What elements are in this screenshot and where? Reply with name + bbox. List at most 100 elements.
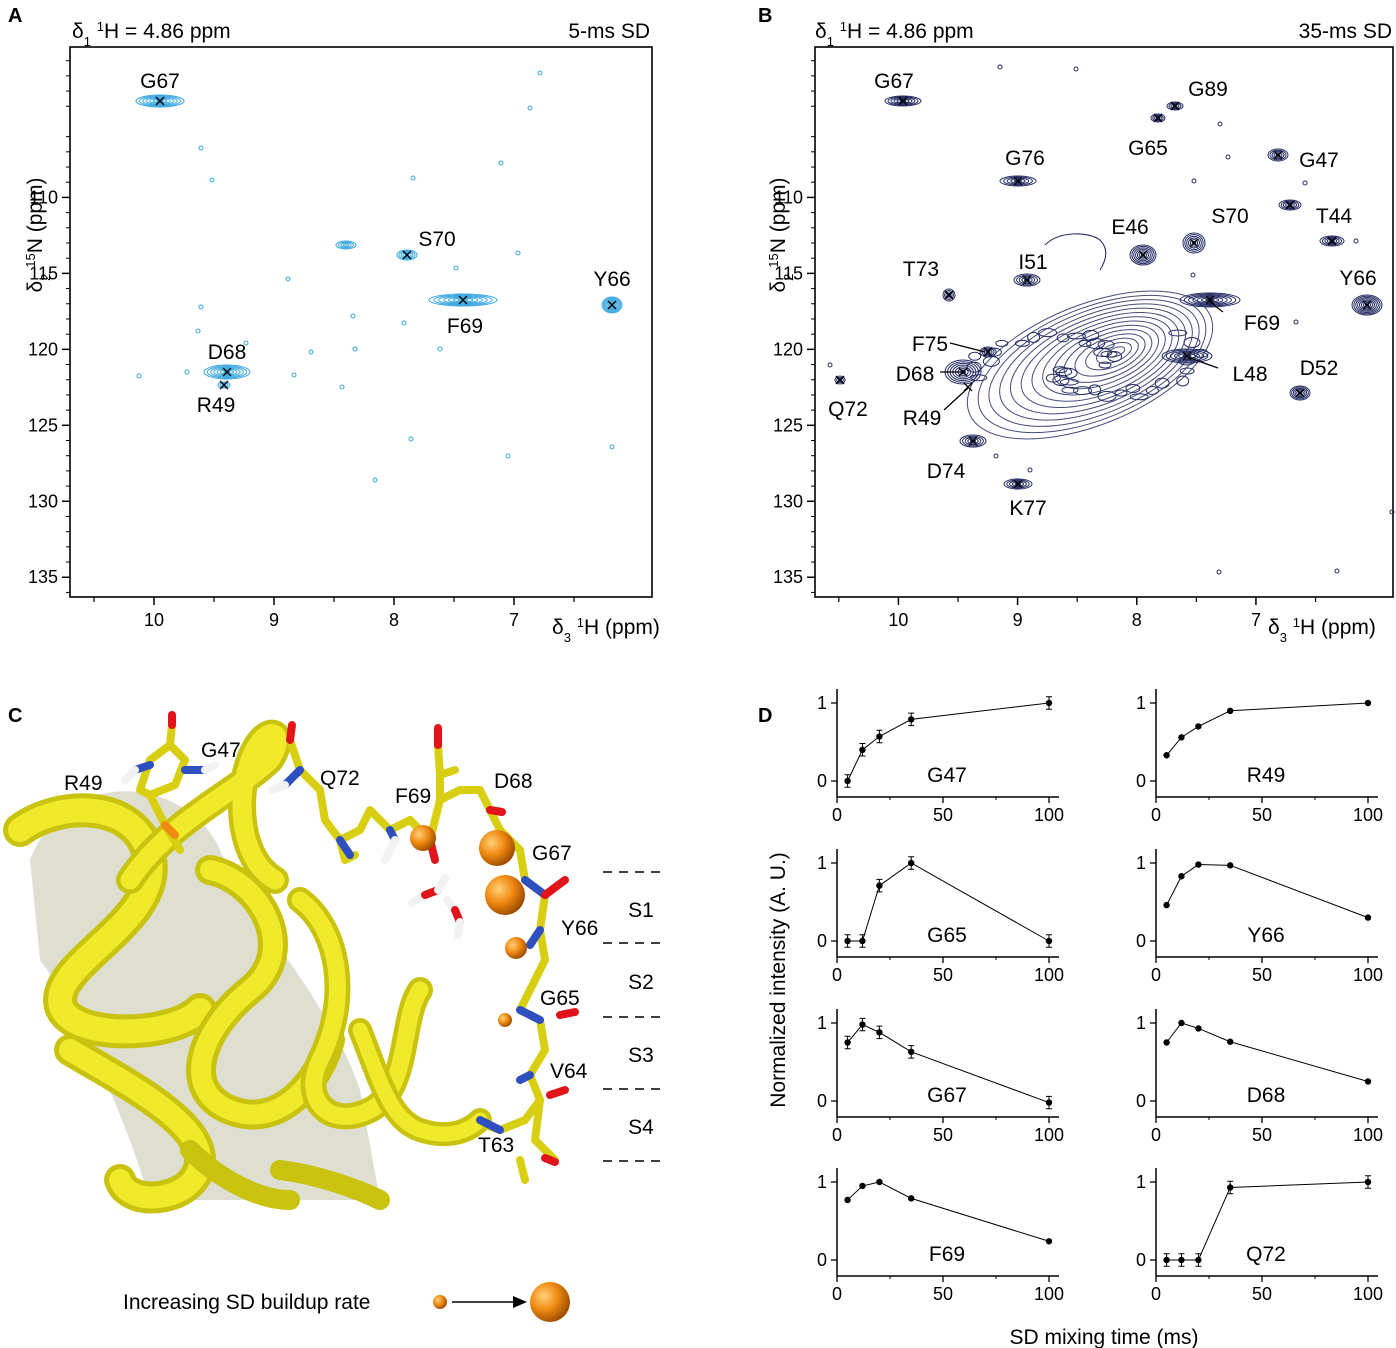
noise-contour bbox=[1216, 569, 1222, 575]
y-tick-label: 115 bbox=[29, 263, 58, 283]
data-point bbox=[844, 1196, 851, 1204]
peak-label-d52: D52 bbox=[1300, 357, 1339, 380]
series-line bbox=[847, 1181, 1050, 1242]
peak-label-d74: D74 bbox=[927, 460, 966, 483]
noise-contour bbox=[209, 177, 215, 183]
site-s3: S3 bbox=[628, 1044, 654, 1067]
noise-contour bbox=[1073, 66, 1079, 72]
peak-marker bbox=[1138, 250, 1148, 260]
y-tick-label: 0 bbox=[1136, 1250, 1146, 1270]
noise-contour bbox=[437, 346, 443, 352]
sphere-g65 bbox=[498, 1013, 512, 1027]
legend-small-sphere bbox=[433, 1295, 447, 1309]
peak-marker bbox=[898, 96, 908, 106]
data-point bbox=[1195, 1256, 1202, 1264]
peak-marker bbox=[1022, 275, 1032, 285]
noise-contour bbox=[1293, 319, 1299, 325]
peak-label-f69: F69 bbox=[1244, 312, 1280, 335]
panel-b-xlabel: δ3 1H (ppm) bbox=[1268, 615, 1376, 645]
noise-contour bbox=[1225, 154, 1231, 160]
noise-contour bbox=[505, 453, 511, 459]
peak-q72 bbox=[834, 375, 846, 385]
data-point bbox=[1227, 707, 1234, 714]
peak-marker bbox=[1295, 388, 1305, 398]
peak-label-t44: T44 bbox=[1316, 205, 1353, 228]
subplot-title: G65 bbox=[927, 924, 967, 947]
label-leader bbox=[943, 387, 969, 411]
res-label-f69: F69 bbox=[395, 785, 431, 808]
subplot-g65: 0 50 100 0 1 G65 bbox=[817, 849, 1064, 985]
sphere-d68 bbox=[479, 830, 515, 866]
data-point bbox=[908, 859, 915, 867]
peak-label-s70: S70 bbox=[418, 228, 455, 251]
peak-label-k77: K77 bbox=[1009, 497, 1046, 520]
x-tick-label: 0 bbox=[1151, 1125, 1161, 1145]
y-tick-label: 135 bbox=[28, 567, 58, 587]
noise-contour bbox=[997, 64, 1003, 70]
data-point bbox=[1178, 1019, 1185, 1027]
data-point bbox=[1227, 862, 1234, 869]
res-label-r49: R49 bbox=[64, 772, 103, 795]
subplot-g47: 0 50 100 0 1 G47 bbox=[817, 689, 1064, 825]
x-tick-label: 100 bbox=[1353, 805, 1383, 825]
data-point bbox=[1364, 914, 1372, 921]
noise-contour bbox=[184, 369, 190, 375]
peak-label-f69: F69 bbox=[447, 315, 483, 338]
panel-d-xlabel: SD mixing time (ms) bbox=[1009, 1326, 1198, 1348]
y-tick-label: 1 bbox=[817, 853, 827, 873]
peak-label-g76: G76 bbox=[1005, 147, 1045, 170]
subplot-r49: 0 50 100 0 1 R49 bbox=[1136, 689, 1383, 825]
data-point bbox=[908, 1195, 915, 1202]
noise-contour bbox=[136, 373, 142, 379]
x-tick-label: 100 bbox=[1353, 965, 1383, 985]
panel-a: A δ1 1H = 4.86 ppm 5-ms SD δ2 15N (ppm) … bbox=[8, 5, 660, 645]
peak-marker bbox=[1285, 200, 1295, 210]
peak-marker bbox=[1013, 176, 1023, 186]
noise-contour bbox=[352, 346, 358, 352]
y-tick-label: 0 bbox=[817, 1091, 827, 1111]
panel-b: B δ1 1H = 4.86 ppm 35-ms SD δ2 15N (ppm)… bbox=[758, 5, 1395, 645]
panel-a-axes: 10 9 8 7 110 115 120 125 130 135 bbox=[28, 60, 575, 630]
peak-y66 bbox=[601, 296, 623, 314]
subplot-f69: 0 50 100 0 1 F69 bbox=[817, 1168, 1064, 1304]
peak-marker bbox=[1013, 479, 1023, 489]
peak-label-f75: F75 bbox=[912, 333, 948, 356]
y-tick-label: 110 bbox=[774, 187, 803, 207]
data-point bbox=[859, 1021, 866, 1028]
site-s4: S4 bbox=[628, 1116, 654, 1139]
y-tick-label: 130 bbox=[28, 491, 58, 511]
peak-f69 bbox=[428, 293, 498, 307]
x-tick-label: 50 bbox=[933, 1284, 953, 1304]
x-tick-label: 0 bbox=[832, 1284, 842, 1304]
res-label-g67: G67 bbox=[532, 842, 572, 865]
data-point bbox=[1045, 937, 1053, 945]
res-label-d68: D68 bbox=[494, 770, 533, 793]
site-s1: S1 bbox=[628, 899, 654, 922]
noise-contour bbox=[827, 362, 833, 368]
y-tick-label: 1 bbox=[1136, 853, 1146, 873]
data-point bbox=[876, 733, 883, 740]
data-point bbox=[844, 1039, 851, 1046]
sd-rate-spheres bbox=[410, 825, 527, 1027]
y-tick-label: 110 bbox=[29, 187, 58, 207]
panel-a-header-right: 5-ms SD bbox=[568, 20, 650, 43]
peak-label-r49: R49 bbox=[903, 407, 942, 430]
data-point bbox=[908, 1048, 915, 1056]
noise-contour bbox=[609, 444, 615, 450]
y-tick-label: 1 bbox=[1136, 693, 1146, 713]
res-label-g65: G65 bbox=[540, 987, 580, 1010]
noise-contour bbox=[1302, 180, 1308, 186]
data-point bbox=[1178, 734, 1185, 741]
panel-letter-d: D bbox=[758, 705, 772, 727]
series-line bbox=[1166, 864, 1369, 919]
y-tick-label: 1 bbox=[817, 1013, 827, 1033]
peak-marker bbox=[222, 367, 232, 377]
noise-contour bbox=[410, 175, 416, 181]
data-point bbox=[859, 1182, 866, 1190]
peak-label-y66: Y66 bbox=[1339, 267, 1376, 290]
x-tick-label: 50 bbox=[1252, 965, 1272, 985]
data-point bbox=[1195, 861, 1202, 868]
y-tick-label: 125 bbox=[773, 415, 803, 435]
sphere-f69 bbox=[410, 825, 436, 851]
panel-a-header-left: δ1 1H = 4.86 ppm bbox=[72, 19, 231, 49]
